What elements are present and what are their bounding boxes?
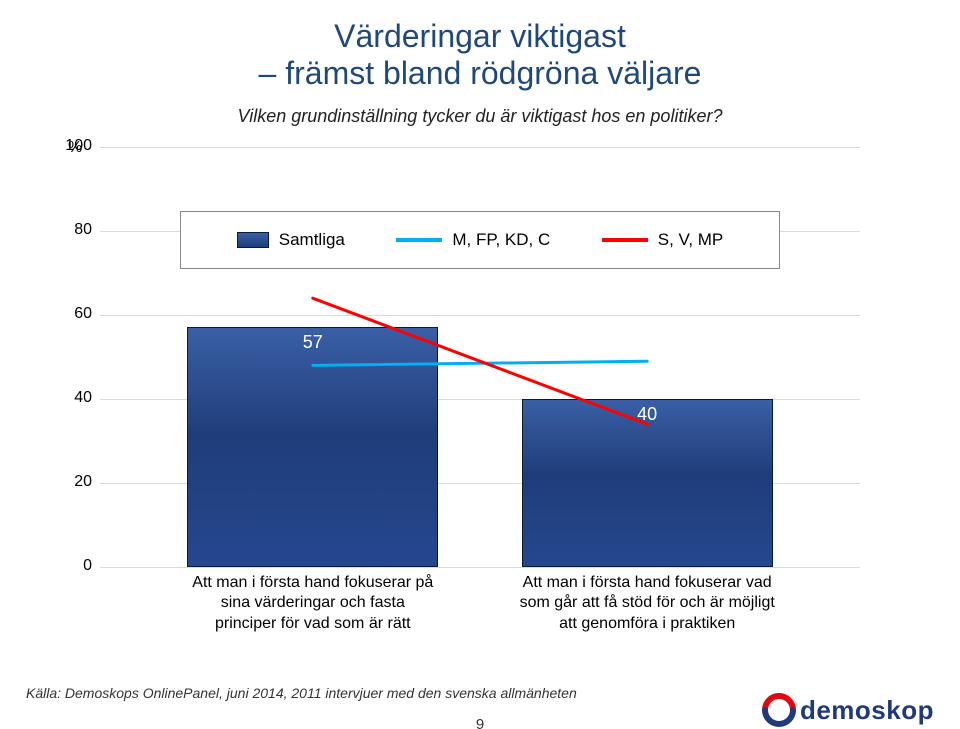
slide: Värderingar viktigast – främst bland röd… bbox=[0, 18, 960, 729]
logo-text: demoskop bbox=[800, 695, 934, 726]
legend-label: Samtliga bbox=[279, 230, 345, 250]
bar-value-label: 57 bbox=[188, 326, 437, 353]
title-line-2: – främst bland rödgröna väljare bbox=[259, 55, 702, 91]
legend-swatch bbox=[602, 238, 648, 242]
source-text: Källa: Demoskops OnlinePanel, juni 2014,… bbox=[26, 685, 577, 701]
legend-swatch bbox=[396, 238, 442, 242]
category-label: Att man i första hand fokuserar vadsom g… bbox=[447, 573, 847, 635]
chart-legend: Samtliga M, FP, KD, C S, V, MP bbox=[180, 211, 780, 269]
chart-bar: 40 bbox=[522, 399, 773, 567]
y-tick-label: 60 bbox=[56, 305, 92, 323]
slide-subtitle: Vilken grundinställning tycker du är vik… bbox=[0, 106, 960, 127]
chart-gridline bbox=[100, 567, 860, 568]
bar-value-label: 40 bbox=[523, 398, 772, 425]
y-tick-label: 40 bbox=[56, 389, 92, 407]
chart-gridline bbox=[100, 147, 860, 148]
y-tick-label: 0 bbox=[56, 557, 92, 575]
logo-icon bbox=[762, 693, 796, 727]
page-number: 9 bbox=[476, 716, 484, 729]
legend-item: S, V, MP bbox=[602, 230, 724, 250]
slide-title: Värderingar viktigast – främst bland röd… bbox=[0, 18, 960, 92]
y-tick-label: 20 bbox=[56, 473, 92, 491]
y-tick-label: 100 bbox=[56, 137, 92, 155]
chart-bar: 57 bbox=[187, 327, 438, 566]
chart-plot: 57 40 bbox=[100, 147, 860, 567]
chart-area: % 5740 SamtligaM, FP, KD, CS, V, MP 0204… bbox=[100, 147, 860, 567]
legend-label: M, FP, KD, C bbox=[452, 230, 550, 250]
chart-gridline bbox=[100, 315, 860, 316]
legend-item: Samtliga bbox=[237, 230, 345, 250]
legend-swatch bbox=[237, 232, 269, 248]
brand-logo: demoskop bbox=[762, 693, 934, 727]
title-line-1: Värderingar viktigast bbox=[334, 18, 626, 54]
legend-item: M, FP, KD, C bbox=[396, 230, 550, 250]
y-tick-label: 80 bbox=[56, 221, 92, 239]
legend-label: S, V, MP bbox=[658, 230, 724, 250]
